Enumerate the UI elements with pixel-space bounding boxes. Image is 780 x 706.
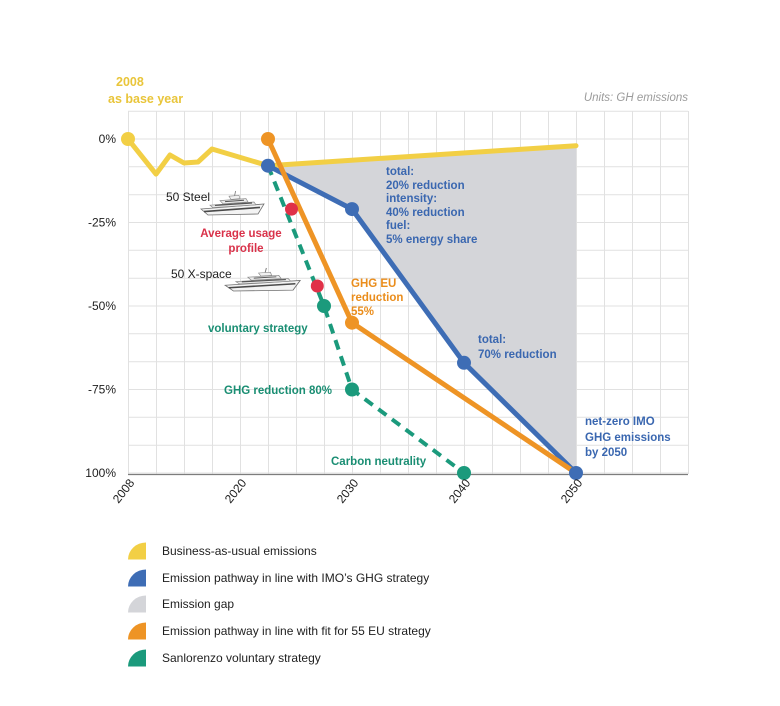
imo-2050-annotation: by 2050 bbox=[585, 447, 627, 459]
yacht-50-steel-image bbox=[200, 190, 265, 216]
eu-2030-annotation: reduction bbox=[351, 292, 403, 304]
yacht-main-deck-windows bbox=[241, 278, 286, 283]
average-usage-annotation: Average usage bbox=[200, 228, 281, 240]
imo-ghg-strategy-line bbox=[265, 163, 579, 476]
y-tick-label: 100% bbox=[85, 466, 116, 480]
yacht-50-x-space-image bbox=[224, 267, 302, 292]
yacht-main-deck-windows bbox=[214, 202, 253, 206]
imo-ghg-strategy-point-1 bbox=[345, 202, 359, 217]
imo-2030-annotation: fuel: bbox=[386, 220, 410, 232]
legend-swatch bbox=[128, 622, 146, 640]
imo-2030-annotation: total: bbox=[386, 166, 414, 178]
voluntary-strategy-annotation: voluntary strategy bbox=[208, 323, 308, 335]
sanlorenzo-voluntary-point-3 bbox=[457, 466, 471, 480]
legend-label: Emission pathway in line with fit for 55… bbox=[162, 624, 431, 638]
sanlorenzo-voluntary-point-2 bbox=[345, 382, 359, 397]
eu-fit-for-55-point-0 bbox=[261, 132, 275, 146]
sanlorenzo-voluntary-point-1 bbox=[317, 299, 331, 313]
eu-2030-annotation: GHG EU bbox=[351, 278, 396, 290]
units-label: Units: GH emissions bbox=[584, 92, 688, 104]
yacht-hull-stripe bbox=[228, 282, 296, 289]
imo-2030-annotation: 40% reduction bbox=[386, 207, 465, 219]
legend-swatch bbox=[128, 595, 146, 613]
imo-2050-annotation: net-zero IMO bbox=[585, 416, 655, 428]
legend-item-sanlorenzo-voluntary: Sanlorenzo voluntary strategy bbox=[128, 649, 321, 667]
y-tick-label: 0% bbox=[99, 132, 117, 146]
yacht-upper-deck-windows bbox=[253, 276, 277, 279]
legend-label: Emission gap bbox=[162, 597, 234, 611]
business-as-usual-line bbox=[125, 136, 579, 177]
legend-item-emission-gap: Emission gap bbox=[128, 595, 234, 613]
legend-label: Sanlorenzo voluntary strategy bbox=[162, 651, 321, 665]
x-space-point bbox=[310, 279, 324, 293]
legend-item-imo-strategy: Emission pathway in line with IMO’s GHG … bbox=[128, 569, 429, 587]
emission-gap-area bbox=[268, 145, 576, 473]
legend: Business-as-usual emissions Emission pat… bbox=[128, 542, 431, 667]
carbon-neutrality-annotation: Carbon neutrality bbox=[331, 456, 427, 468]
sanlorenzo-voluntary-line bbox=[266, 164, 466, 475]
steel-point bbox=[285, 202, 298, 216]
y-tick-label: -25% bbox=[88, 216, 116, 230]
eu-2030-annotation: 55% bbox=[351, 306, 374, 318]
legend-swatch bbox=[128, 569, 146, 587]
x-space-point-label: 50 X-space bbox=[171, 267, 232, 281]
average-usage-annotation: profile bbox=[228, 243, 263, 255]
legend-label: Emission pathway in line with IMO’s GHG … bbox=[162, 571, 429, 585]
imo-ghg-strategy-point-3 bbox=[569, 466, 583, 480]
eu-fit-for-55-point-1 bbox=[345, 315, 359, 330]
imo-ghg-strategy-point-2 bbox=[457, 355, 471, 370]
emission-gap-layer bbox=[268, 145, 576, 473]
imo-ghg-strategy-point-0 bbox=[261, 158, 275, 173]
base-year-caption: as base year bbox=[108, 92, 183, 106]
imo-2030-annotation: intensity: bbox=[386, 193, 437, 205]
y-tick-label: -50% bbox=[88, 299, 116, 313]
markers-layer bbox=[121, 132, 583, 480]
y-tick-label: -75% bbox=[88, 383, 116, 397]
imo-2040-annotation: total: bbox=[478, 334, 506, 346]
yacht-bridge bbox=[257, 271, 273, 277]
yacht-mast bbox=[234, 190, 236, 196]
legend-item-business-as-usual: Business-as-usual emissions bbox=[128, 542, 317, 560]
legend-swatch bbox=[128, 649, 146, 667]
imo-2050-annotation: GHG emissions bbox=[585, 432, 671, 444]
imo-2040-annotation: 70% reduction bbox=[478, 349, 557, 361]
steel-point-label: 50 Steel bbox=[166, 190, 210, 204]
yacht-hull-stripe bbox=[203, 206, 261, 213]
legend-label: Business-as-usual emissions bbox=[162, 544, 317, 558]
base-year-label: 2008 bbox=[116, 75, 144, 89]
legend-item-eu-fit-for-55: Emission pathway in line with fit for 55… bbox=[128, 622, 431, 640]
imo-2030-annotation: 5% energy share bbox=[386, 234, 477, 246]
business-as-usual-point-0 bbox=[121, 132, 135, 146]
ghg-reduction-80-annotation: GHG reduction 80% bbox=[224, 385, 332, 397]
yacht-bridge bbox=[228, 195, 241, 200]
legend-swatch bbox=[128, 542, 146, 560]
imo-2030-annotation: 20% reduction bbox=[386, 180, 465, 192]
yacht-mast bbox=[264, 267, 267, 273]
yacht-upper-deck-windows bbox=[224, 199, 245, 203]
